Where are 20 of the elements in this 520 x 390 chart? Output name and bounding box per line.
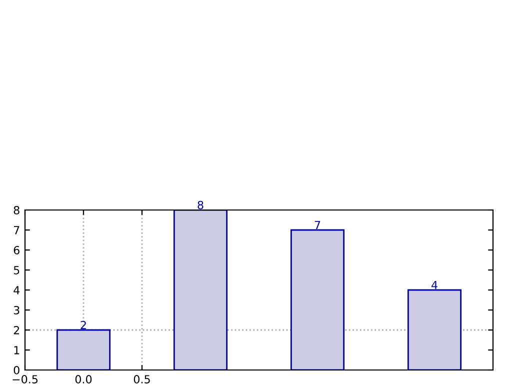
- bar: [407, 289, 462, 370]
- x-tick-label: 0.0: [75, 375, 92, 384]
- x-tick-label: −0.5: [12, 375, 38, 384]
- bar: [173, 210, 228, 370]
- bar: [56, 329, 111, 370]
- bar: [290, 229, 345, 370]
- y-tick-label: 7: [14, 226, 20, 234]
- x-tick-label: 0.5: [134, 375, 150, 384]
- data-label: 4: [432, 280, 438, 290]
- y-tick-label: 8: [14, 206, 20, 214]
- y-tick-label: 6: [14, 246, 20, 254]
- y-tick-label: 4: [14, 286, 20, 294]
- y-tick-label: 1: [14, 346, 20, 354]
- y-tick-label: 0: [14, 366, 20, 374]
- y-tick-label: 2: [14, 326, 20, 334]
- data-label: 7: [314, 220, 320, 230]
- data-label: 8: [198, 200, 204, 210]
- data-label: 2: [80, 320, 86, 330]
- y-tick-label: 5: [14, 266, 20, 274]
- y-tick-label: 3: [14, 306, 20, 314]
